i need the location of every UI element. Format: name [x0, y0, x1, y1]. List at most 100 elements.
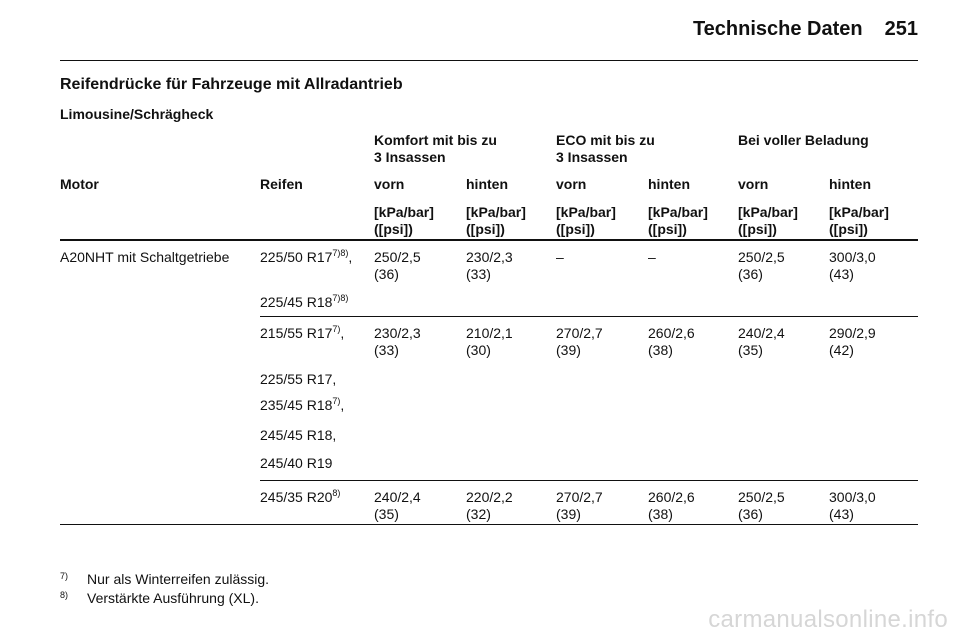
- column-unit: [kPa/bar]: [374, 204, 434, 220]
- tyre-size: 245/40 R19: [260, 455, 333, 471]
- footnote-7: 7) Nur als Winterreifen zulässig.: [60, 571, 269, 588]
- pressure-value-psi: (36): [738, 506, 763, 522]
- column-group-heading: 3 Insassen: [556, 149, 628, 165]
- column-unit: ([psi]): [829, 221, 868, 237]
- pressure-value: 230/2,3: [466, 249, 513, 265]
- column-header-rear: hinten: [829, 176, 871, 192]
- tyre-size-cell: 225/45 R187)8): [260, 294, 348, 311]
- column-group-heading: Komfort mit bis zu: [374, 132, 497, 148]
- column-header-front: vorn: [738, 176, 769, 192]
- pressure-value: 300/3,0: [829, 249, 876, 265]
- pressure-value-psi: (43): [829, 266, 854, 282]
- column-group-heading: 3 Insassen: [374, 149, 446, 165]
- footnote-text: Nur als Winterreifen zulässig.: [87, 571, 270, 587]
- pressure-value: 250/2,5: [738, 489, 785, 505]
- tyre-size: 225/55 R17,: [260, 371, 337, 387]
- tyre-size-cell: 225/55 R17,: [260, 371, 336, 388]
- pressure-value: 300/3,0: [829, 489, 876, 505]
- tyre-size-cell: 225/50 R177)8),: [260, 249, 352, 266]
- tyre-size-cell: 245/45 R18,: [260, 427, 336, 444]
- watermark: carmanualsonline.info: [708, 606, 948, 633]
- column-unit: ([psi]): [648, 221, 687, 237]
- pressure-value-psi: (33): [466, 266, 491, 282]
- pressure-value-psi: (30): [466, 342, 491, 358]
- column-group-heading: Bei voller Beladung: [738, 132, 869, 148]
- column-header-front: vorn: [374, 176, 405, 192]
- pressure-value-psi: (35): [738, 342, 763, 358]
- column-unit: [kPa/bar]: [829, 204, 889, 220]
- pressure-value: 260/2,6: [648, 325, 695, 341]
- pressure-value-psi: (33): [374, 342, 399, 358]
- tyre-size-suffix: ,: [340, 397, 345, 413]
- footnote-ref: 7)8): [332, 293, 349, 303]
- pressure-value: 230/2,3: [374, 325, 421, 341]
- tyre-size: 225/50 R17: [260, 249, 333, 265]
- pressure-value-psi: (38): [648, 342, 673, 358]
- footnote-ref: 7): [332, 396, 341, 406]
- page-header-title: Technische Daten: [692, 18, 863, 40]
- page-header: Technische Daten 251: [693, 18, 918, 41]
- column-header-front: vorn: [556, 176, 587, 192]
- table-row-rule: [260, 480, 918, 481]
- tyre-size-suffix: ,: [348, 249, 353, 265]
- pressure-value: 270/2,7: [556, 489, 603, 505]
- footnote-mark: 8): [60, 590, 69, 600]
- pressure-value: 240/2,4: [738, 325, 785, 341]
- motor-cell: A20NHT mit Schaltgetriebe: [60, 249, 230, 265]
- tyre-size: 245/45 R18,: [260, 427, 337, 443]
- column-unit: [kPa/bar]: [556, 204, 616, 220]
- column-unit: [kPa/bar]: [648, 204, 708, 220]
- column-header-tyre: Reifen: [260, 176, 303, 192]
- pressure-value: –: [648, 249, 656, 265]
- pressure-value: 250/2,5: [374, 249, 421, 265]
- pressure-value-psi: (36): [738, 266, 763, 282]
- pressure-value-psi: (42): [829, 342, 854, 358]
- column-unit: [kPa/bar]: [466, 204, 526, 220]
- pressure-value-psi: (36): [374, 266, 399, 282]
- footnote-text: Verstärkte Ausführung (XL).: [87, 590, 259, 606]
- pressure-value-psi: (32): [466, 506, 491, 522]
- column-header-motor: Motor: [60, 176, 99, 192]
- tyre-size-cell: 245/35 R208): [260, 489, 340, 506]
- column-unit: ([psi]): [556, 221, 595, 237]
- column-header-rear: hinten: [648, 176, 690, 192]
- tyre-size: 215/55 R17: [260, 325, 333, 341]
- column-unit: ([psi]): [466, 221, 505, 237]
- tyre-size: 235/45 R18: [260, 397, 333, 413]
- column-unit: ([psi]): [738, 221, 777, 237]
- footnote-8: 8) Verstärkte Ausführung (XL).: [60, 590, 259, 607]
- table-row-rule: [60, 524, 918, 525]
- tyre-size-cell: 245/40 R19: [260, 455, 332, 472]
- pressure-value: 260/2,6: [648, 489, 695, 505]
- tyre-size-cell: 215/55 R177),: [260, 325, 344, 342]
- header-rule: [60, 60, 918, 61]
- subsection-title: Limousine/Schrägheck: [60, 106, 214, 122]
- footnote-mark: 7): [60, 571, 69, 581]
- pressure-value-psi: (39): [556, 342, 581, 358]
- section-title: Reifendrücke für Fahrzeuge mit Allradant…: [60, 76, 403, 93]
- column-group-heading: ECO mit bis zu: [556, 132, 655, 148]
- table-row-rule: [260, 316, 918, 317]
- pressure-value-psi: (43): [829, 506, 854, 522]
- pressure-value: 210/2,1: [466, 325, 513, 341]
- column-unit: [kPa/bar]: [738, 204, 798, 220]
- footnote-ref: 8): [332, 488, 341, 498]
- pressure-value-psi: (35): [374, 506, 399, 522]
- page-number: 251: [884, 18, 918, 40]
- pressure-value: 250/2,5: [738, 249, 785, 265]
- pressure-value-psi: (39): [556, 506, 581, 522]
- footnote-ref: 7): [332, 324, 341, 334]
- tyre-size-suffix: ,: [340, 325, 345, 341]
- tyre-size: 245/35 R20: [260, 489, 333, 505]
- column-unit: ([psi]): [374, 221, 413, 237]
- pressure-value: 240/2,4: [374, 489, 421, 505]
- table-header-rule: [60, 239, 918, 241]
- pressure-value: 290/2,9: [829, 325, 876, 341]
- tyre-size-cell: 235/45 R187),: [260, 397, 344, 414]
- tyre-size: 225/45 R18: [260, 294, 333, 310]
- pressure-value: 220/2,2: [466, 489, 513, 505]
- column-header-rear: hinten: [466, 176, 508, 192]
- footnote-ref: 7)8): [332, 248, 349, 258]
- pressure-value: 270/2,7: [556, 325, 603, 341]
- pressure-value: –: [556, 249, 564, 265]
